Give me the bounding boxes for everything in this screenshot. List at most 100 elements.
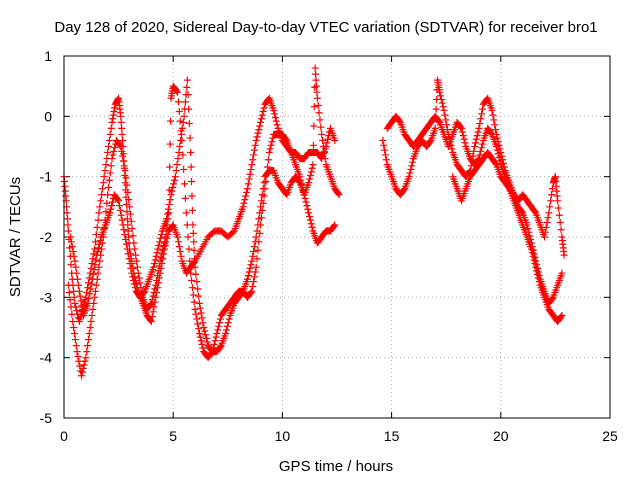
data-point [249,252,257,260]
data-point [246,170,254,178]
data-point [439,103,447,111]
data-point [69,247,77,255]
data-point [121,231,129,239]
data-point [256,122,264,130]
data-point [409,158,417,166]
data-point [305,212,313,220]
data-point [529,252,537,260]
data-point [531,208,539,216]
data-point [252,233,260,241]
data-point [405,173,413,181]
data-point [118,130,126,138]
data-point [312,76,320,84]
data-point [98,191,106,199]
data-point [208,349,216,357]
y-tick-label: -1 [40,169,53,185]
data-point [101,216,109,224]
data-point [461,139,469,147]
data-point [489,111,497,119]
data-point [307,220,315,228]
data-point [316,116,324,124]
data-point [558,269,566,277]
data-point [151,256,159,264]
data-point [247,289,255,297]
data-point [243,185,251,193]
data-point [170,180,178,188]
data-point [213,330,221,338]
data-point [181,98,189,106]
data-point [73,307,81,315]
data-point [267,141,275,149]
data-point [518,208,526,216]
data-point [195,292,203,300]
data-point [312,70,320,78]
data-point [555,211,563,219]
data-point [311,64,319,72]
data-point [457,123,465,131]
data-point [247,261,255,269]
data-point [126,260,134,268]
data-point [478,105,486,113]
data-point [138,289,146,297]
data-point [148,296,156,304]
data-point [247,165,255,173]
data-point [89,255,97,263]
data-point [117,211,125,219]
data-point [304,205,312,213]
data-point [110,147,118,155]
data-point [309,161,317,169]
data-point [224,319,232,327]
data-point [477,147,485,155]
data-point [216,315,224,323]
data-point [92,256,100,264]
data-point [318,130,326,138]
data-point [197,337,205,345]
data-point [214,326,222,334]
data-point [189,291,197,299]
data-point [179,118,187,126]
data-point [407,165,415,173]
data-point [77,372,85,380]
data-point [458,128,466,136]
data-point [106,169,114,177]
data-point [269,134,277,142]
data-point [124,188,132,196]
data-point [118,147,126,155]
data-point [64,227,72,235]
data-point [150,263,158,271]
data-point [187,149,195,157]
data-point [266,145,274,153]
data-point [119,152,127,160]
data-point [133,263,141,271]
data-point [116,206,124,214]
data-point [557,313,565,321]
data-point [542,223,550,231]
data-point [244,180,252,188]
data-point [470,147,478,155]
data-point [260,179,268,187]
data-point [98,185,106,193]
data-point [193,278,201,286]
data-point [201,327,209,335]
data-point [321,155,329,163]
data-point [471,139,479,147]
data-point [192,310,200,318]
data-point [249,282,257,290]
data-point [174,233,182,241]
data-point [271,110,279,118]
data-point [86,269,94,277]
data-point [547,197,555,205]
data-point [190,298,198,306]
data-point [265,149,273,157]
data-point [457,124,465,132]
data-point [548,295,556,303]
data-point [147,299,155,307]
data-point [437,95,445,103]
data-point [249,156,257,164]
data-point [80,361,88,369]
data-point [182,209,190,217]
data-point [95,263,103,271]
data-point [158,250,166,258]
data-point [160,239,168,247]
data-point [251,238,259,246]
